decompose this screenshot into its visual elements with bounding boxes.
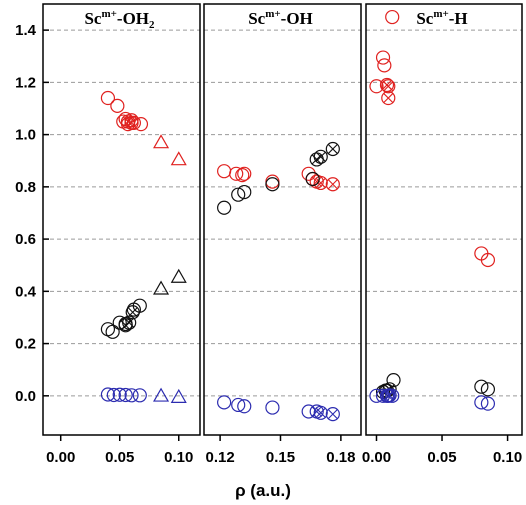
y-tick-label: 0.0 [15,388,36,405]
triangle-marker [170,388,187,403]
x-tick-label: 0.00 [362,449,391,466]
circle-marker [235,167,250,183]
y-tick-label: 0.6 [15,231,36,248]
panel-frame [365,3,523,436]
x-tick-label: 0.00 [46,449,75,466]
circle-marker [124,388,139,403]
circle-marker [474,395,489,410]
points-layer [100,9,496,422]
circle-marker [237,184,252,200]
x-tick-label: 0.05 [427,449,456,466]
circle-marker [265,400,280,415]
x-axis-label: ρ (a.u.) [235,481,291,500]
crossed-circle-marker [325,141,340,157]
circle-marker [100,387,116,402]
crossed-circle-marker [125,305,140,320]
y-tick-label: 0.8 [15,179,36,196]
circle-marker [231,397,246,413]
circle-marker [301,166,316,181]
x-tick-label: 0.10 [164,449,193,466]
y-tick-label: 0.2 [15,336,36,353]
x-tick-label: 0.18 [326,449,355,466]
circle-marker [237,399,252,414]
circle-marker [105,324,120,339]
marker-cross [126,117,137,128]
crossed-circle-marker [313,175,328,191]
crossed-circle-marker [382,388,397,403]
circle-marker [100,322,116,337]
triangle-marker [170,268,187,283]
crossed-circle-marker [313,405,328,420]
circle-marker [229,166,244,181]
triangle-marker [153,280,170,295]
panel-frame [203,3,362,436]
marker-cross [327,409,338,420]
y-axis: 0.0 0.2 0.4 0.6 0.8 1.0 1.2 1.4 [15,22,49,405]
circle-marker [132,388,147,403]
marker-cross [384,390,395,401]
triangle-marker [153,387,170,402]
grid-layer [43,29,522,397]
triangle-marker [170,151,187,166]
circle-marker [369,79,384,94]
x-axis: 0.00 0.05 0.10 0.12 0.15 0.18 0.00 0.05 0.10 [46,435,522,466]
circle-marker [305,171,320,187]
circle-marker [480,252,496,268]
marker-cross [127,307,138,318]
marker-cross [383,81,394,92]
marker-cross [124,317,135,328]
crossed-circle-marker [124,115,139,130]
marker-cross [311,406,322,417]
circle-marker [100,90,116,106]
crossed-circle-marker [325,407,340,422]
circle-marker [375,50,391,65]
y-tick-label: 1.0 [15,127,36,144]
circle-marker [106,387,121,403]
marker-cross [315,407,326,418]
circle-marker [480,382,496,397]
marker-cross [311,176,322,187]
x-tick-label: 0.15 [266,449,295,466]
circle-marker [217,164,232,179]
y-tick-label: 1.4 [15,22,37,39]
circle-marker [231,187,246,202]
panel-frame [42,3,201,436]
panel-title: Scm+-H [416,8,467,28]
titles-layer: Scm+-OH2 Scm+-OH Scm+-H [84,8,467,31]
frame-layer [42,3,523,436]
circle-marker [265,174,280,189]
y-tick-label: 1.2 [15,74,36,91]
marker-cross [327,143,338,154]
circle-marker [112,387,127,402]
crossed-circle-marker [325,177,340,192]
circle-marker [480,396,496,411]
x-tick-label: 0.12 [206,449,235,466]
crossed-circle-marker [313,149,328,164]
triangle-marker [153,134,170,149]
circle-marker [237,166,252,181]
circle-marker [118,387,133,403]
panel-title: Scm+-OH2 [84,8,155,31]
y-tick-label: 0.4 [15,283,37,300]
marker-cross [383,93,394,104]
panel-title: Scm+-OH [248,8,313,28]
circle-marker [217,395,232,410]
circle-marker [385,9,400,25]
marker-cross [315,151,326,162]
circle-marker [386,373,401,388]
x-tick-label: 0.05 [105,449,134,466]
circle-marker [377,58,392,73]
crossed-circle-marker [381,90,396,106]
marker-cross [383,390,394,401]
x-tick-label: 0.10 [493,449,522,466]
circle-marker [217,200,232,215]
crossed-circle-marker [381,79,396,94]
circle-marker [301,404,316,419]
marker-cross [315,177,326,188]
circle-marker [110,98,125,113]
circle-marker [474,379,489,394]
marker-cross [327,179,338,190]
circle-marker [265,177,280,192]
